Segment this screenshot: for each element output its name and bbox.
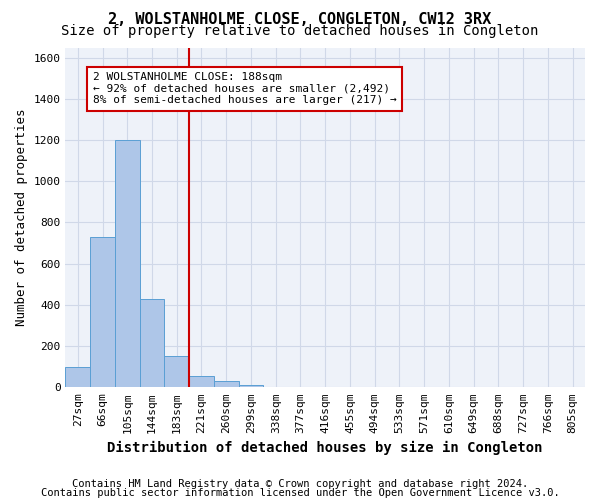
X-axis label: Distribution of detached houses by size in Congleton: Distribution of detached houses by size … — [107, 441, 543, 455]
Bar — [164, 356, 189, 387]
Text: Contains public sector information licensed under the Open Government Licence v3: Contains public sector information licen… — [41, 488, 559, 498]
Text: 2, WOLSTANHOLME CLOSE, CONGLETON, CW12 3RX: 2, WOLSTANHOLME CLOSE, CONGLETON, CW12 3… — [109, 12, 491, 26]
Y-axis label: Number of detached properties: Number of detached properties — [15, 108, 28, 326]
Bar — [115, 140, 140, 387]
Text: 2 WOLSTANHOLME CLOSE: 188sqm
← 92% of detached houses are smaller (2,492)
8% of : 2 WOLSTANHOLME CLOSE: 188sqm ← 92% of de… — [92, 72, 397, 106]
Text: Size of property relative to detached houses in Congleton: Size of property relative to detached ho… — [61, 24, 539, 38]
Bar — [65, 366, 90, 387]
Bar — [140, 298, 164, 387]
Bar — [239, 385, 263, 387]
Bar — [90, 237, 115, 387]
Bar — [189, 376, 214, 387]
Text: Contains HM Land Registry data © Crown copyright and database right 2024.: Contains HM Land Registry data © Crown c… — [72, 479, 528, 489]
Bar — [214, 381, 239, 387]
